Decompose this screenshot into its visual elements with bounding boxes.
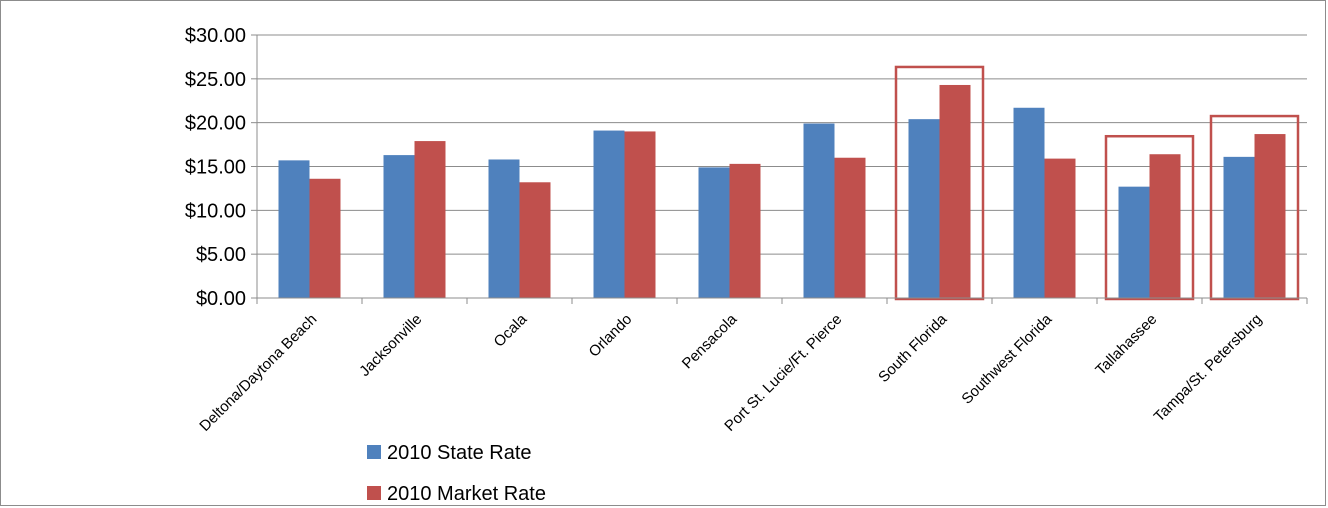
x-tick-label: Orlando xyxy=(586,311,636,361)
bars xyxy=(278,84,1286,298)
y-tick-label: $0.00 xyxy=(196,288,246,310)
legend: 2010 State Rate 2010 Market Rate xyxy=(367,442,546,505)
bar-market-rate xyxy=(414,141,446,298)
bar-market-rate xyxy=(1254,134,1286,298)
x-tick-label: Tallahassee xyxy=(1092,311,1160,379)
bar-market-rate xyxy=(624,131,656,298)
y-tick-label: $20.00 xyxy=(185,113,246,135)
bar-market-rate xyxy=(1149,154,1181,298)
x-tick-label: Ocala xyxy=(491,310,531,350)
y-axis: $0.00 $5.00 $10.00 $15.00 $20.00 $25.00 $30.00 xyxy=(185,25,258,310)
highlight-box xyxy=(1209,114,1300,301)
y-tick-label: $5.00 xyxy=(196,244,246,266)
y-tick-label: $25.00 xyxy=(185,69,246,91)
bar-market-rate xyxy=(309,178,341,298)
x-tick-label: Port St. Lucie/Ft. Pierce xyxy=(721,311,845,435)
x-tick-label: Jacksonville xyxy=(356,311,425,380)
bar-state-rate xyxy=(803,123,835,298)
legend-label: 2010 Market Rate xyxy=(387,483,546,505)
bar-market-rate xyxy=(1044,158,1076,298)
y-tick-label: $15.00 xyxy=(185,157,246,179)
bar-state-rate xyxy=(1118,186,1150,298)
x-tick-label: South Florida xyxy=(875,310,951,386)
legend-swatch xyxy=(367,486,381,500)
bar-state-rate xyxy=(383,155,415,298)
highlight-box xyxy=(894,65,985,301)
x-tick-label: Tampa/St. Petersburg xyxy=(1151,311,1266,426)
x-axis: Deltona/Daytona Beach Jacksonville Ocala Or… xyxy=(196,297,1308,435)
bar-state-rate xyxy=(1223,156,1255,298)
bar-state-rate xyxy=(908,119,940,298)
x-tick-label: Pensacola xyxy=(679,310,741,372)
bar-state-rate xyxy=(593,130,625,298)
highlight-boxes xyxy=(894,65,1300,301)
bar-market-rate xyxy=(939,84,971,298)
x-tick-label: Deltona/Daytona Beach xyxy=(196,311,320,435)
bar-market-rate xyxy=(834,157,866,298)
x-tick-label: Southwest Florida xyxy=(958,310,1055,407)
bar-state-rate xyxy=(698,167,730,298)
y-tick-label: $10.00 xyxy=(185,200,246,222)
bar-state-rate xyxy=(1013,107,1045,298)
bar-market-rate xyxy=(519,182,551,298)
bar-state-rate xyxy=(278,160,310,298)
bar-state-rate xyxy=(488,159,520,298)
bar-market-rate xyxy=(729,163,761,298)
highlight-box xyxy=(1104,134,1195,301)
legend-swatch xyxy=(367,445,381,459)
y-tick-label: $30.00 xyxy=(185,25,246,47)
legend-label: 2010 State Rate xyxy=(387,442,532,464)
